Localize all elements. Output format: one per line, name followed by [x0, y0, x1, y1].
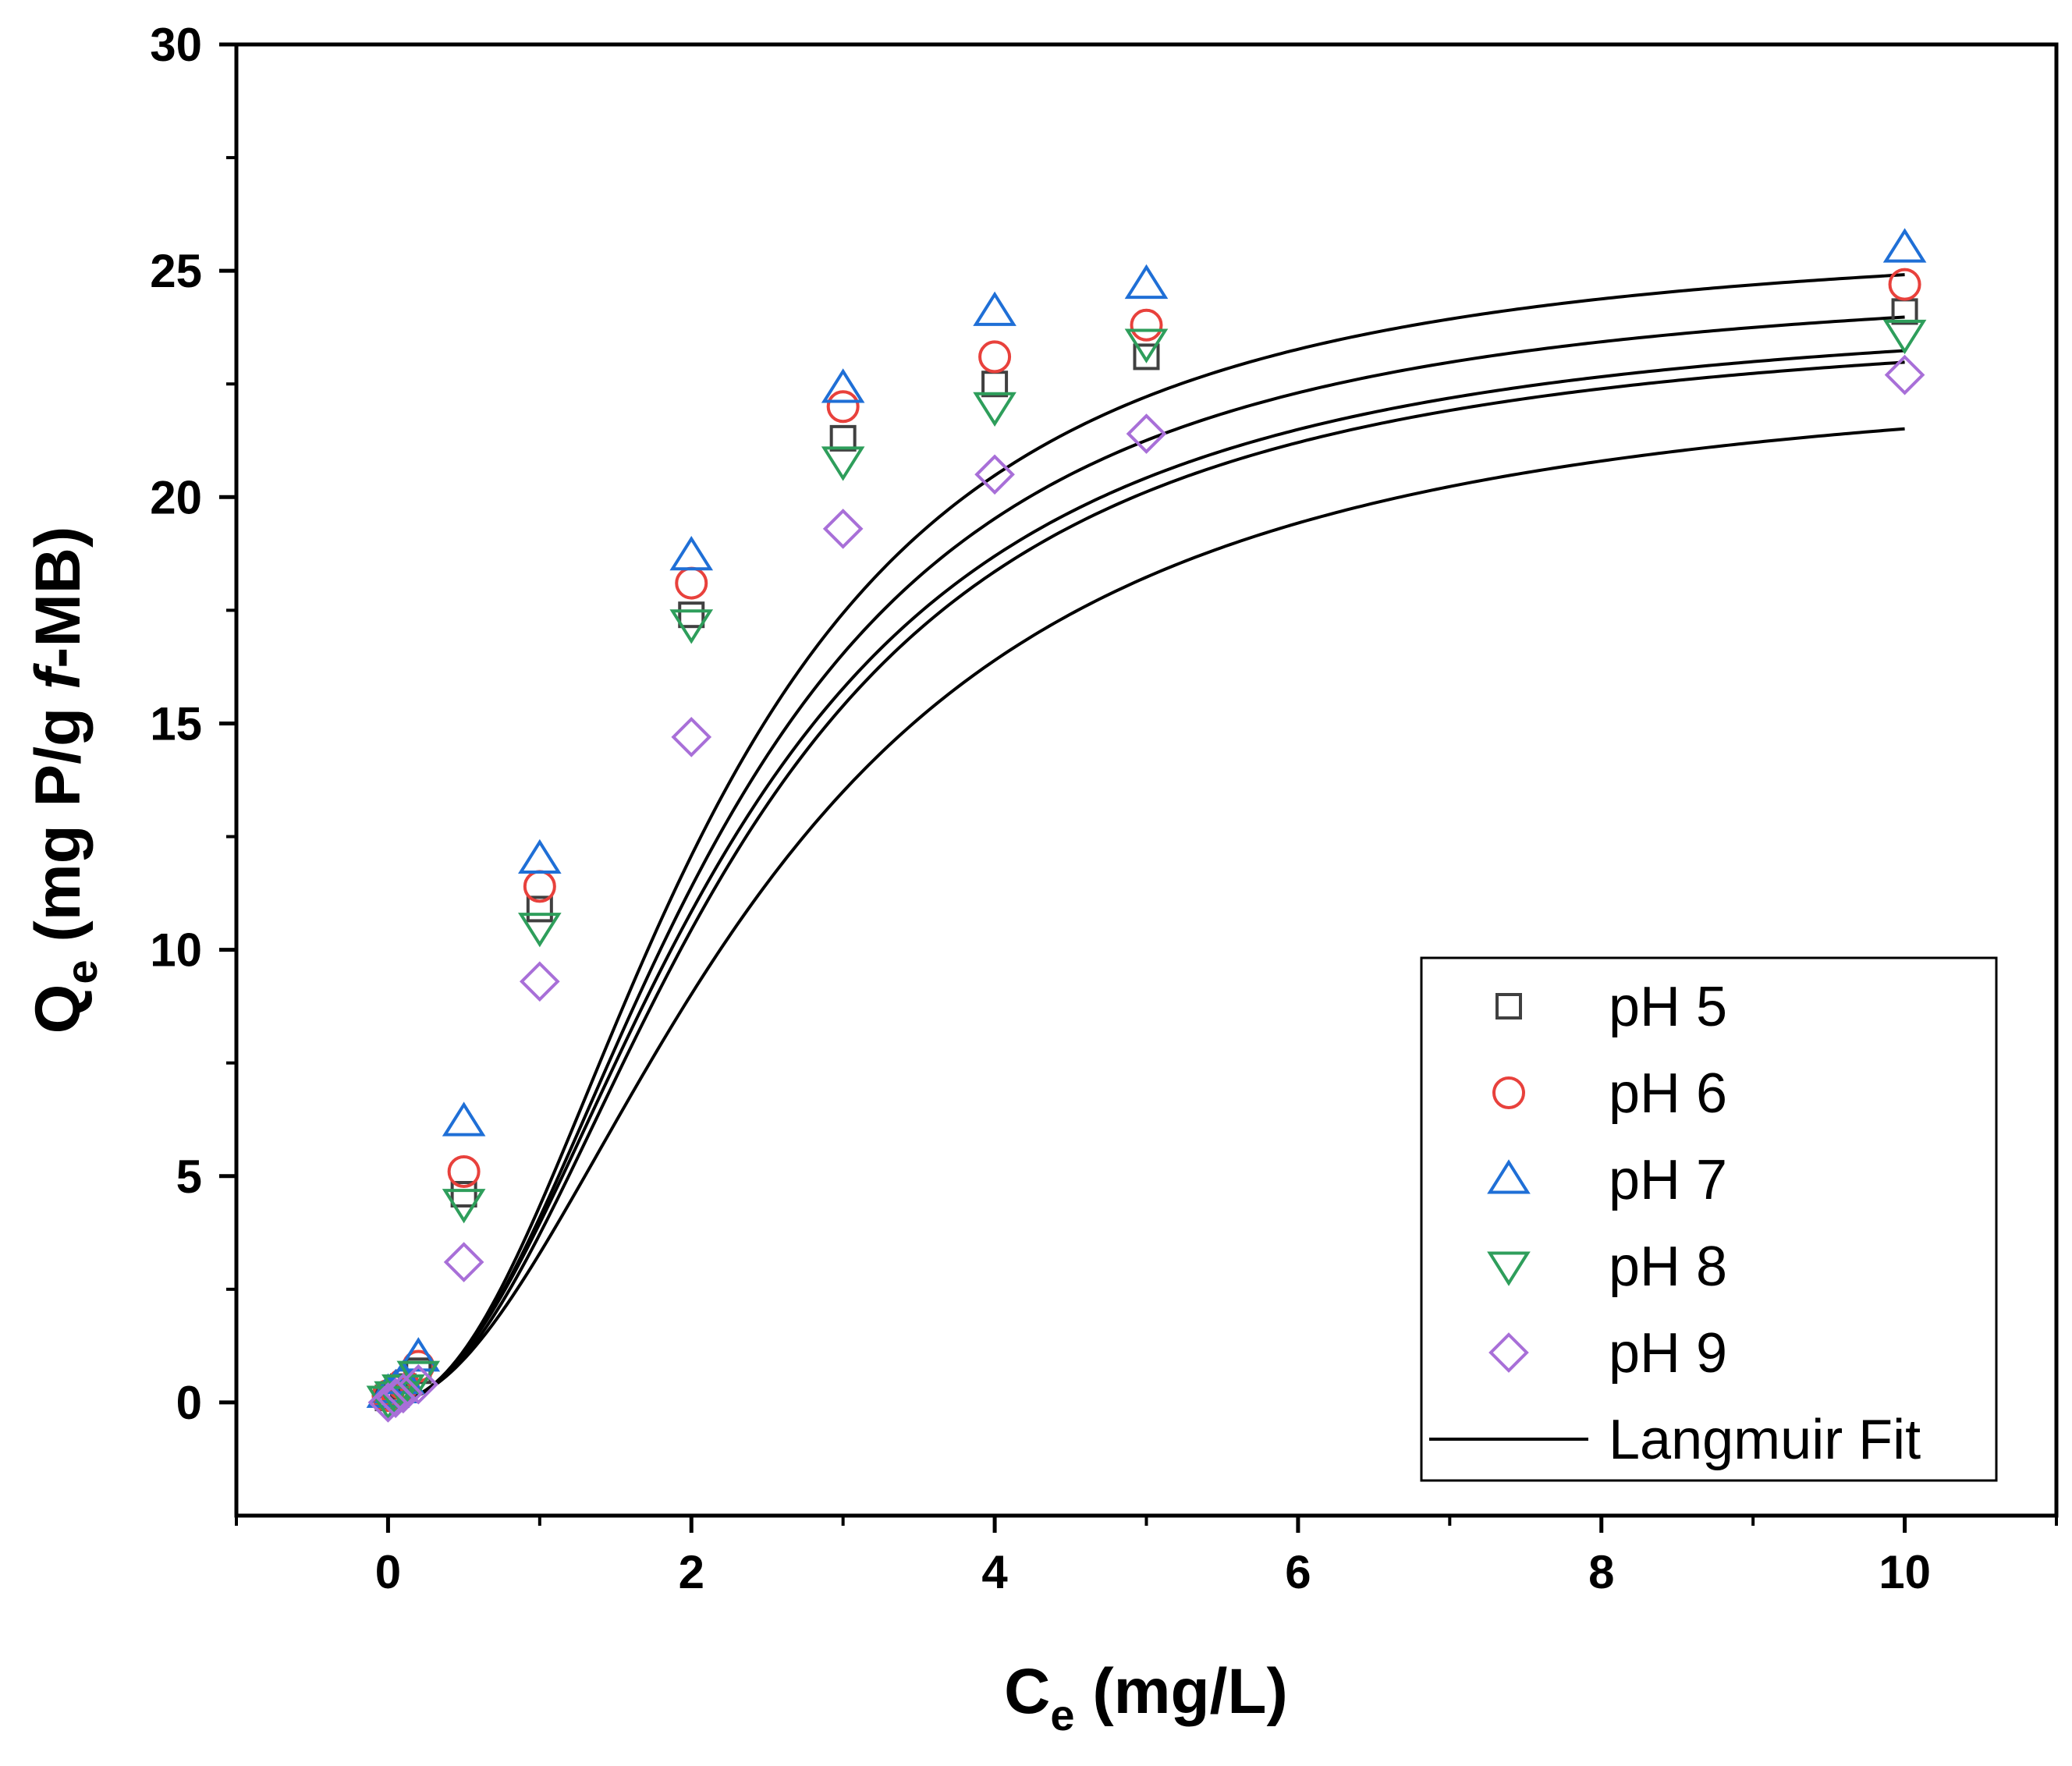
data-point-ph-8 — [1124, 328, 1169, 363]
legend-label: pH 7 — [1609, 1149, 1727, 1211]
data-point-ph-7 — [669, 535, 714, 571]
legend-marker — [1495, 993, 1522, 1020]
y-tick-label: 15 — [150, 697, 202, 750]
x-tick-label: 4 — [981, 1546, 1008, 1598]
data-point-ph-7 — [1124, 264, 1169, 300]
data-markers — [366, 228, 1927, 1423]
data-point-ph-9 — [367, 1382, 409, 1423]
data-point-ph-9 — [1126, 413, 1167, 454]
fit-curves — [395, 273, 1905, 1404]
data-point-ph-7 — [518, 839, 562, 874]
legend-marker — [1487, 1251, 1531, 1286]
legend: pH 5 pH 6 pH 7 pH 8 pH 9 Langmuir Fit — [1420, 956, 1998, 1482]
data-point-ph-8 — [1882, 319, 1927, 355]
data-point-ph-5 — [829, 424, 857, 452]
data-point-ph-6 — [826, 390, 860, 424]
data-point-ph-6 — [447, 1154, 481, 1188]
data-point-ph-6 — [978, 340, 1012, 374]
data-point-ph-7 — [442, 1101, 486, 1137]
data-point-ph-6 — [675, 566, 708, 600]
data-point-ph-7 — [821, 368, 865, 403]
fit-curve-ph-6 — [395, 315, 1905, 1404]
y-tick-label: 5 — [176, 1151, 202, 1203]
y-axis-title: Qe (mg P/g f-MB) — [23, 527, 106, 1034]
data-point-ph-5 — [678, 601, 705, 629]
fit-curve-ph-8 — [395, 360, 1905, 1404]
data-point-ph-9 — [398, 1364, 439, 1405]
data-point-ph-9 — [671, 717, 712, 757]
y-tick-label: 0 — [176, 1377, 202, 1429]
data-point-ph-9 — [383, 1373, 424, 1414]
data-point-ph-8 — [518, 913, 562, 948]
x-tick-label: 6 — [1285, 1546, 1311, 1598]
x-tick-label: 2 — [679, 1546, 704, 1598]
legend-label: pH 8 — [1609, 1236, 1727, 1298]
y-tick-label: 25 — [150, 245, 202, 297]
data-point-ph-8 — [973, 392, 1016, 427]
x-axis-title: Ce (mg/L) — [1004, 1656, 1288, 1739]
data-point-ph-5 — [981, 371, 1009, 398]
legend-marker — [1492, 1076, 1525, 1109]
data-point-ph-5 — [526, 895, 553, 923]
x-tick-label: 0 — [375, 1546, 401, 1598]
data-point-ph-8 — [821, 446, 865, 481]
data-point-ph-6 — [1888, 268, 1921, 301]
y-tick-label: 30 — [150, 19, 202, 71]
legend-label: pH 5 — [1609, 976, 1727, 1038]
legend-box — [1420, 956, 1998, 1482]
legend-label: pH 9 — [1609, 1322, 1727, 1385]
fit-curve-ph-9 — [395, 427, 1905, 1404]
legend-label: Langmuir Fit — [1609, 1409, 1921, 1471]
data-point-ph-6 — [1130, 308, 1163, 342]
y-axis-title-subscript: e — [57, 959, 106, 984]
data-point-ph-7 — [396, 1337, 441, 1372]
fit-curve-ph-5 — [395, 349, 1905, 1404]
data-point-ph-7 — [973, 291, 1016, 326]
data-point-ph-5 — [1891, 298, 1918, 325]
legend-label: pH 6 — [1609, 1062, 1727, 1125]
data-point-ph-9 — [974, 454, 1015, 495]
data-point-ph-5 — [1133, 343, 1160, 371]
legend-marker — [1488, 1332, 1529, 1373]
x-axis-title-subscript: e — [1050, 1690, 1074, 1739]
data-point-ph-9 — [443, 1242, 484, 1282]
fit-curve-ph-7 — [395, 273, 1905, 1404]
y-tick-label: 20 — [150, 471, 202, 523]
y-tick-label: 10 — [150, 924, 202, 977]
data-point-ph-5 — [450, 1180, 477, 1207]
data-point-ph-8 — [442, 1189, 486, 1224]
data-point-ph-9 — [520, 961, 560, 1002]
data-point-ph-9 — [822, 509, 864, 549]
axis-ticks: 0 2 4 6 8 10 0 5 10 15 20 25 30 — [150, 19, 2058, 1598]
legend-marker — [1487, 1159, 1531, 1194]
data-point-ph-8 — [669, 609, 714, 644]
x-tick-label: 8 — [1588, 1546, 1614, 1598]
x-tick-label: 10 — [1879, 1546, 1931, 1598]
data-point-ph-9 — [1884, 354, 1925, 395]
data-point-ph-7 — [1882, 228, 1927, 263]
